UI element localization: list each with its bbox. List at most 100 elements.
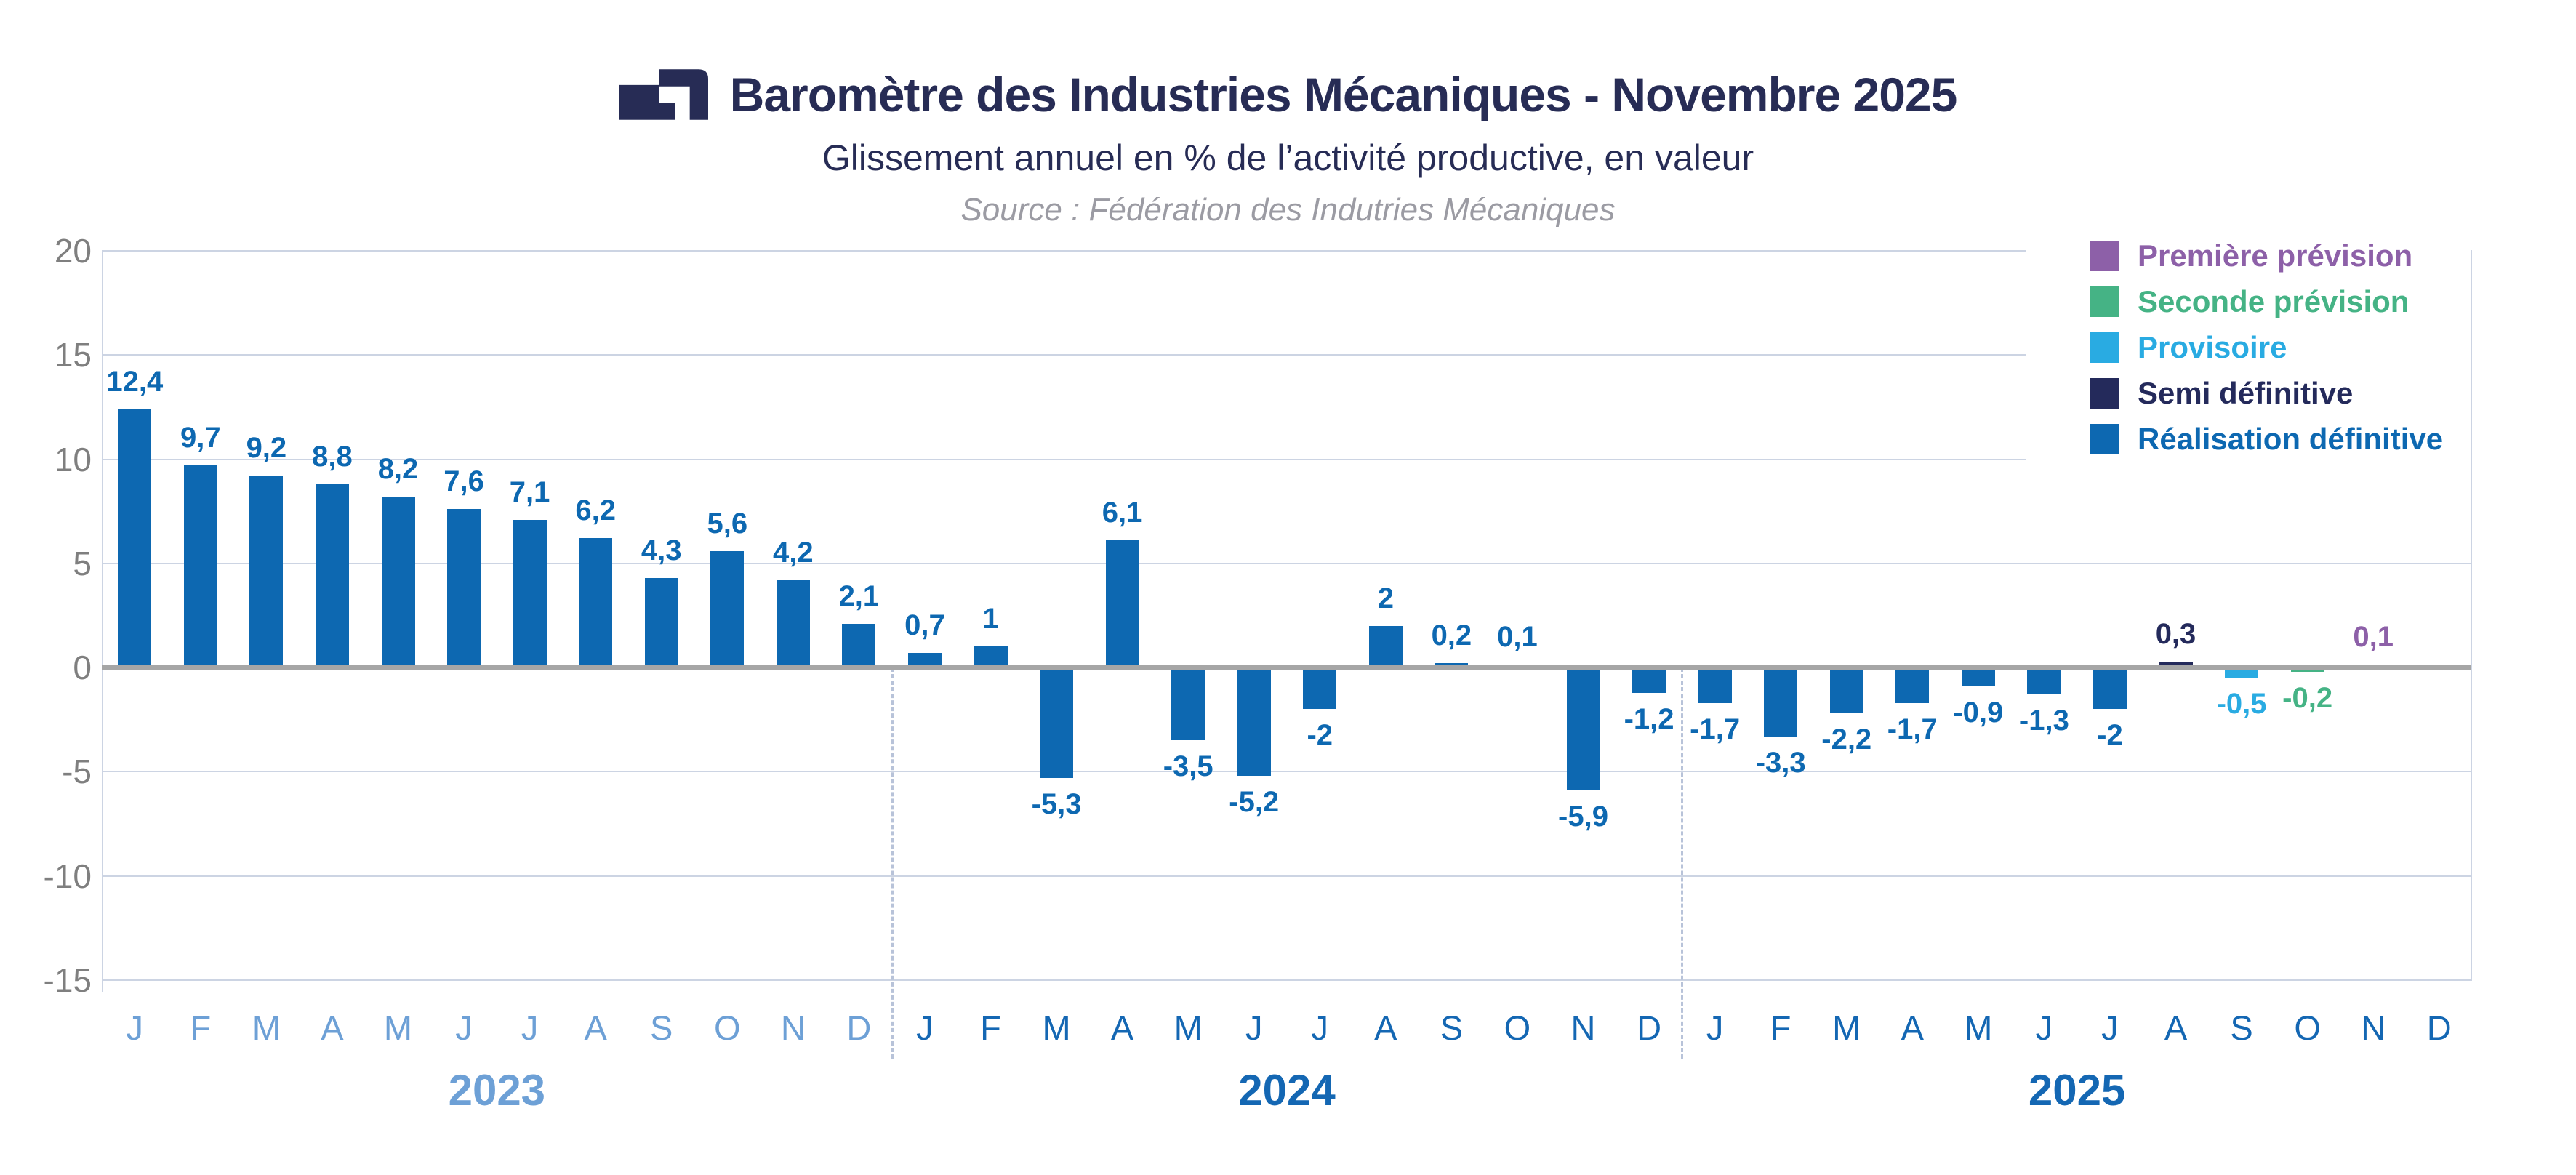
gridline--15	[102, 979, 2472, 981]
y-tick-label: -15	[43, 961, 92, 999]
title-row: Baromètre des Industries Mécaniques - No…	[0, 67, 2576, 122]
month-label-2024-10: O	[1504, 1008, 1531, 1047]
month-label-2025-8: A	[2164, 1008, 2188, 1047]
zero-axis-line	[102, 665, 2472, 671]
bar-2024-4	[1105, 540, 1139, 668]
legend-swatch-premiere	[2090, 240, 2119, 271]
plot-right-border	[2471, 251, 2472, 980]
month-label-2023-3: M	[252, 1008, 281, 1047]
legend-swatch-seconde	[2090, 286, 2119, 317]
bar-2023-4	[315, 484, 349, 668]
month-label-2024-8: A	[1374, 1008, 1397, 1047]
bar-2024-3	[1040, 667, 1074, 779]
month-label-2025-2: F	[1770, 1008, 1791, 1047]
month-label-2025-3: M	[1832, 1008, 1861, 1047]
bar-value-label: 8,8	[312, 440, 353, 473]
plot-area: 12,4 9,7 9,2 8,8 8,2 7,6 7,1 6,2 4,3 5,6 4,2 2,1 0,7…	[102, 250, 2472, 1059]
y-tick-label: 10	[54, 440, 92, 478]
bar-value-label: 9,7	[180, 422, 221, 454]
y-tick-label: -5	[62, 753, 92, 791]
bar-value-label: -5,3	[1031, 788, 1082, 821]
gridline--5	[102, 771, 2472, 773]
bar-value-label: -2	[1307, 719, 1333, 752]
bar-2024-1	[907, 653, 942, 668]
bar-2024-12	[1632, 667, 1666, 693]
bar-2024-6	[1237, 667, 1271, 777]
legend-swatch-semi	[2090, 377, 2119, 409]
bar-value-label: -3,5	[1163, 750, 1213, 783]
legend-item-seconde: Seconde prévision	[2090, 278, 2471, 324]
bar-2023-12	[842, 623, 876, 668]
bar-value-label: 7,6	[444, 465, 484, 498]
bar-2023-10	[710, 550, 745, 668]
bar-value-label: -0,2	[2282, 681, 2333, 714]
bar-value-label: 6,1	[1102, 497, 1143, 529]
month-label-2024-3: M	[1042, 1008, 1071, 1047]
gridline-20	[102, 250, 2472, 252]
month-label-2023-8: A	[584, 1008, 607, 1047]
bar-value-label: -5,9	[1558, 801, 1608, 833]
gridline-10	[102, 458, 2472, 460]
y-tick-label: 15	[54, 336, 92, 374]
bar-2023-5	[381, 497, 415, 668]
bar-value-label: 0,1	[2353, 621, 2394, 654]
month-label-2024-9: S	[1440, 1008, 1464, 1047]
month-label-2025-12: D	[2426, 1008, 2452, 1047]
bar-value-label: -3,3	[1755, 746, 1806, 779]
y-tick-label: 0	[73, 649, 92, 687]
bar-2025-1	[1698, 667, 1732, 703]
bar-value-label: -1,2	[1624, 702, 1674, 735]
month-label-2023-5: M	[383, 1008, 413, 1047]
y-tick-label: 5	[73, 544, 92, 582]
gridline--10	[102, 875, 2472, 877]
y-axis-line	[102, 251, 103, 992]
chart-source: Source : Fédération des Indutries Mécani…	[960, 192, 1616, 228]
bar-2023-2	[183, 465, 217, 668]
bar-value-label: 2	[1377, 582, 1394, 614]
bar-value-label: -1,3	[2018, 705, 2069, 737]
month-label-2023-1: J	[126, 1008, 144, 1047]
legend-label-provisoire: Provisoire	[2138, 329, 2287, 364]
month-label-2024-6: J	[1245, 1008, 1263, 1047]
month-label-2025-10: O	[2294, 1008, 2321, 1047]
bar-value-label: 0,2	[1431, 619, 1472, 652]
month-label-2023-7: J	[521, 1008, 539, 1047]
bar-value-label: 5,6	[707, 507, 748, 540]
legend-swatch-provisoire	[2090, 332, 2119, 363]
year-label-2025: 2025	[2028, 1066, 2126, 1115]
bar-value-label: 12,4	[106, 365, 164, 398]
month-label-2023-10: O	[713, 1008, 741, 1047]
legend-item-premiere: Première prévision	[2090, 233, 2471, 278]
bar-value-label: 0,3	[2155, 617, 2196, 650]
chart-header: Baromètre des Industries Mécaniques - No…	[0, 67, 2576, 228]
bar-value-label: 4,3	[641, 534, 682, 566]
chart-legend: Première prévision Seconde prévision Pro…	[2026, 227, 2471, 469]
year-separator	[1681, 667, 1684, 1059]
bar-2025-4	[1895, 667, 1930, 703]
bar-value-label: -1,7	[1690, 713, 1741, 745]
bar-value-label: 1	[982, 603, 999, 635]
legend-item-realisation: Réalisation définitive	[2090, 416, 2471, 462]
bar-value-label: 2,1	[838, 580, 880, 612]
y-tick-label: -10	[43, 857, 92, 895]
legend-label-realisation: Réalisation définitive	[2138, 421, 2444, 456]
month-label-2025-7: J	[2101, 1008, 2119, 1047]
gridline-5	[102, 562, 2472, 564]
bar-2025-2	[1764, 667, 1798, 737]
month-label-2024-5: M	[1173, 1008, 1203, 1047]
chart-title: Baromètre des Industries Mécaniques - No…	[729, 68, 1958, 121]
fim-logo-icon	[619, 69, 708, 120]
bar-value-label: 7,1	[509, 476, 550, 508]
month-label-2025-4: A	[1901, 1008, 1924, 1047]
gridline-15	[102, 354, 2472, 356]
bar-value-label: 6,2	[575, 494, 616, 527]
month-label-2024-1: J	[916, 1008, 934, 1047]
bar-2024-11	[1566, 667, 1600, 791]
month-label-2024-2: F	[980, 1008, 1001, 1047]
bar-2024-5	[1171, 667, 1205, 741]
bar-2023-8	[579, 538, 613, 668]
year-label-2023: 2023	[448, 1066, 546, 1115]
legend-label-semi: Semi définitive	[2138, 375, 2354, 410]
bar-value-label: -0,5	[2216, 688, 2267, 721]
